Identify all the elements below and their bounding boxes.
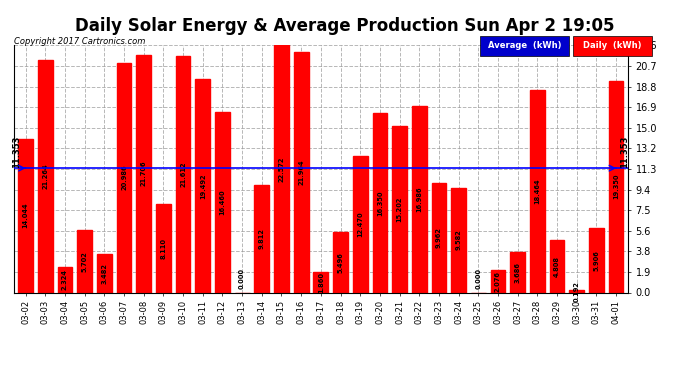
- Text: 12.470: 12.470: [357, 211, 363, 237]
- Text: 16.460: 16.460: [219, 189, 226, 215]
- Bar: [117, 63, 131, 292]
- Bar: [589, 228, 604, 292]
- Bar: [491, 270, 505, 292]
- Bar: [431, 183, 446, 292]
- Text: 3.482: 3.482: [101, 263, 108, 284]
- Bar: [392, 126, 407, 292]
- Text: 11.353: 11.353: [12, 136, 21, 168]
- Bar: [156, 204, 170, 292]
- Bar: [373, 114, 387, 292]
- Text: Copyright 2017 Cartronics.com: Copyright 2017 Cartronics.com: [14, 38, 145, 46]
- Text: 21.264: 21.264: [42, 163, 48, 189]
- Bar: [353, 156, 368, 292]
- Bar: [609, 81, 624, 292]
- Text: 18.464: 18.464: [534, 178, 540, 204]
- Text: Daily Solar Energy & Average Production Sun Apr 2 19:05: Daily Solar Energy & Average Production …: [75, 17, 615, 35]
- Text: 5.496: 5.496: [337, 252, 344, 273]
- Bar: [412, 106, 426, 292]
- Text: Daily  (kWh): Daily (kWh): [583, 40, 641, 50]
- Text: 11.353: 11.353: [620, 136, 629, 168]
- Text: 9.812: 9.812: [259, 228, 265, 249]
- Text: 16.350: 16.350: [377, 190, 383, 216]
- Bar: [195, 79, 210, 292]
- Text: 21.612: 21.612: [180, 161, 186, 187]
- Bar: [255, 185, 269, 292]
- Bar: [511, 252, 525, 292]
- Text: 20.986: 20.986: [121, 165, 127, 190]
- Text: 5.702: 5.702: [81, 251, 88, 272]
- Bar: [77, 230, 92, 292]
- Text: 9.962: 9.962: [436, 228, 442, 249]
- Text: 0.000: 0.000: [239, 268, 245, 289]
- Text: 0.000: 0.000: [475, 268, 482, 289]
- Bar: [18, 139, 33, 292]
- Text: 19.350: 19.350: [613, 174, 619, 199]
- Text: 3.686: 3.686: [515, 262, 521, 283]
- Bar: [313, 272, 328, 292]
- Bar: [530, 90, 544, 292]
- Text: 2.324: 2.324: [62, 269, 68, 290]
- Text: 14.044: 14.044: [23, 203, 28, 228]
- Bar: [176, 56, 190, 292]
- Text: 21.964: 21.964: [298, 159, 304, 185]
- Text: 5.906: 5.906: [593, 250, 600, 271]
- Bar: [215, 112, 230, 292]
- Bar: [57, 267, 72, 292]
- Bar: [38, 60, 52, 292]
- Text: 4.808: 4.808: [554, 256, 560, 277]
- Text: 8.110: 8.110: [160, 238, 166, 259]
- Bar: [333, 232, 348, 292]
- Bar: [451, 188, 466, 292]
- Text: 22.572: 22.572: [279, 156, 284, 182]
- Text: 15.202: 15.202: [397, 196, 402, 222]
- Text: 2.076: 2.076: [495, 271, 501, 292]
- Bar: [97, 254, 112, 292]
- Text: Average  (kWh): Average (kWh): [488, 40, 561, 50]
- Bar: [137, 55, 151, 292]
- Bar: [294, 52, 308, 292]
- Bar: [569, 290, 584, 292]
- Text: 0.192: 0.192: [573, 281, 580, 302]
- Bar: [274, 45, 289, 292]
- Text: 9.582: 9.582: [455, 230, 462, 251]
- Text: 16.986: 16.986: [416, 187, 422, 212]
- Text: 1.860: 1.860: [318, 272, 324, 293]
- Text: 21.706: 21.706: [141, 161, 147, 186]
- Text: 19.492: 19.492: [199, 173, 206, 199]
- Bar: [550, 240, 564, 292]
